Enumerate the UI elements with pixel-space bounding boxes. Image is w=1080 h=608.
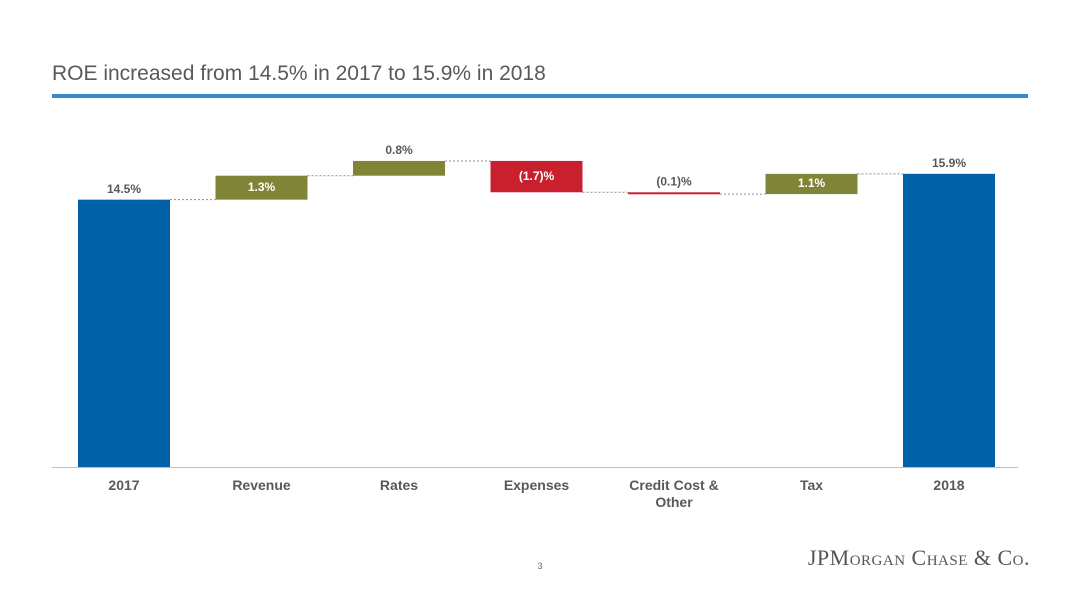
change-bar xyxy=(765,173,858,195)
change-bar xyxy=(215,175,308,200)
value-label: 0.8% xyxy=(385,143,413,157)
category-label: Tax xyxy=(799,477,824,493)
category-label: Rates xyxy=(379,477,419,493)
total-bar xyxy=(903,173,995,467)
slide-title: ROE increased from 14.5% in 2017 to 15.9… xyxy=(52,62,546,85)
title-rule xyxy=(52,94,1028,98)
change-bar xyxy=(490,160,583,193)
value-label: (0.1)% xyxy=(656,174,692,188)
category-label: 2017 xyxy=(108,477,140,493)
category-label: 2018 xyxy=(933,477,965,493)
category-label: Expenses xyxy=(503,477,570,493)
value-label: 15.9% xyxy=(932,156,966,170)
logo: JPMorgan Chase & Co. xyxy=(807,545,1030,570)
category-label: Revenue xyxy=(232,477,291,493)
value-label: (1.7)% xyxy=(519,169,555,183)
total-bar xyxy=(78,199,170,467)
page-number: 3 xyxy=(537,561,543,571)
category-label: Credit Cost & Other xyxy=(629,477,719,510)
value-label: 1.1% xyxy=(798,176,826,190)
value-label: 14.5% xyxy=(107,182,141,196)
change-bar xyxy=(353,160,445,176)
change-bar xyxy=(628,192,720,195)
value-label: 1.3% xyxy=(248,180,276,194)
